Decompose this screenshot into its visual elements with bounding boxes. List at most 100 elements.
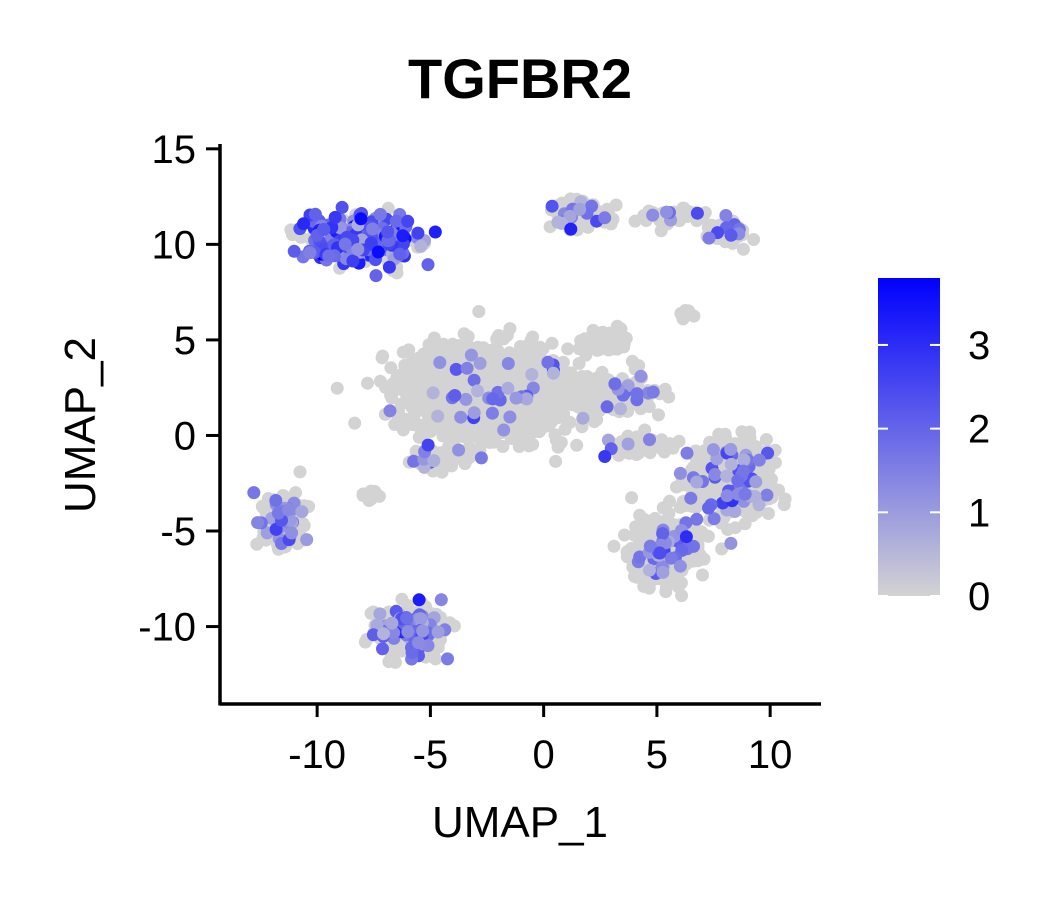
data-point-expressing <box>421 258 435 272</box>
data-point-expressing <box>634 369 648 383</box>
data-point-expressing <box>576 411 590 425</box>
data-point-expressing <box>720 469 734 483</box>
data-point-expressing <box>295 505 309 519</box>
data-point <box>630 570 644 584</box>
data-point-expressing <box>708 468 722 481</box>
data-point-expressing <box>287 244 301 258</box>
data-point-expressing <box>509 391 523 405</box>
data-point <box>721 523 735 536</box>
data-point-expressing <box>366 222 380 236</box>
colorbar-ticks: 0 1 2 3 <box>878 324 990 619</box>
x-tick-label: -5 <box>413 733 449 777</box>
data-point <box>376 349 390 363</box>
data-point-expressing <box>621 437 635 451</box>
data-point-expressing <box>474 451 488 465</box>
data-point <box>293 465 307 479</box>
data-point-expressing <box>389 214 403 228</box>
data-point-expressing <box>271 506 285 520</box>
data-point-expressing <box>414 612 428 626</box>
data-point-expressing <box>405 646 419 659</box>
data-point-expressing <box>752 453 766 467</box>
data-point <box>536 392 550 406</box>
data-point-high <box>564 222 578 236</box>
data-point <box>572 342 586 356</box>
data-point-expressing <box>737 453 751 467</box>
data-point-expressing <box>573 202 587 216</box>
data-point-expressing <box>381 225 395 239</box>
data-point <box>743 425 757 439</box>
data-point-expressing <box>724 442 738 456</box>
data-point-high <box>598 450 612 463</box>
colorbar-tick-label: 1 <box>968 491 990 535</box>
data-point-expressing <box>503 410 517 424</box>
data-point <box>504 371 518 385</box>
data-point-expressing <box>338 237 352 251</box>
data-point-expressing <box>383 404 397 418</box>
x-axis-label: UMAP_1 <box>432 798 608 847</box>
data-point-expressing <box>541 355 555 369</box>
data-point-expressing <box>328 210 342 224</box>
data-point-expressing <box>680 446 694 460</box>
data-point-expressing <box>728 505 742 518</box>
data-point <box>589 398 603 412</box>
data-point <box>694 525 708 539</box>
data-point-expressing <box>366 628 380 642</box>
data-point <box>759 433 773 446</box>
data-point <box>535 421 549 435</box>
data-point-expressing <box>393 247 407 261</box>
data-point <box>675 309 689 323</box>
data-point <box>461 330 475 343</box>
data-point <box>554 436 568 449</box>
data-point-expressing <box>335 200 349 214</box>
data-point <box>659 585 673 599</box>
data-point-expressing <box>706 443 720 457</box>
data-point-expressing <box>322 249 336 263</box>
data-point <box>362 494 376 507</box>
data-point-expressing <box>427 454 441 468</box>
data-point <box>607 539 621 553</box>
data-point-expressing <box>673 559 687 573</box>
scatter-points <box>247 192 792 669</box>
data-point-high <box>412 593 426 607</box>
data-point-expressing <box>646 208 660 222</box>
colorbar-tick-label: 3 <box>968 324 990 368</box>
data-point-expressing <box>449 362 463 376</box>
data-point <box>472 305 486 318</box>
data-point-expressing <box>448 389 462 402</box>
data-point-expressing <box>452 443 466 457</box>
data-point <box>348 416 362 430</box>
data-point-expressing <box>724 536 738 550</box>
data-point <box>524 357 538 371</box>
data-point-expressing <box>653 546 667 560</box>
data-point-expressing <box>719 209 733 222</box>
data-point-expressing <box>520 392 534 406</box>
data-point <box>382 655 396 669</box>
data-point <box>462 440 476 454</box>
data-point-expressing <box>351 243 365 256</box>
data-point-expressing <box>646 385 660 399</box>
data-point-expressing <box>283 513 297 527</box>
data-point <box>548 408 562 422</box>
data-point-expressing <box>724 228 738 242</box>
data-point-expressing <box>364 236 378 250</box>
data-point <box>777 498 791 512</box>
data-point-expressing <box>748 490 762 504</box>
y-axis-label: UMAP_2 <box>56 337 105 513</box>
data-point <box>522 439 536 453</box>
data-point-expressing <box>467 373 481 387</box>
data-point-expressing <box>297 217 311 231</box>
colorbar <box>878 278 940 596</box>
data-point <box>632 359 646 373</box>
data-point-expressing <box>467 406 481 420</box>
data-point-expressing <box>720 489 734 503</box>
data-point <box>514 409 528 423</box>
data-point-expressing <box>486 392 500 406</box>
data-point-expressing <box>369 269 383 283</box>
data-point <box>648 511 662 525</box>
data-point <box>497 332 511 346</box>
data-point <box>625 491 639 505</box>
data-point-expressing <box>300 533 314 547</box>
data-point <box>446 372 460 386</box>
data-point <box>415 354 429 368</box>
